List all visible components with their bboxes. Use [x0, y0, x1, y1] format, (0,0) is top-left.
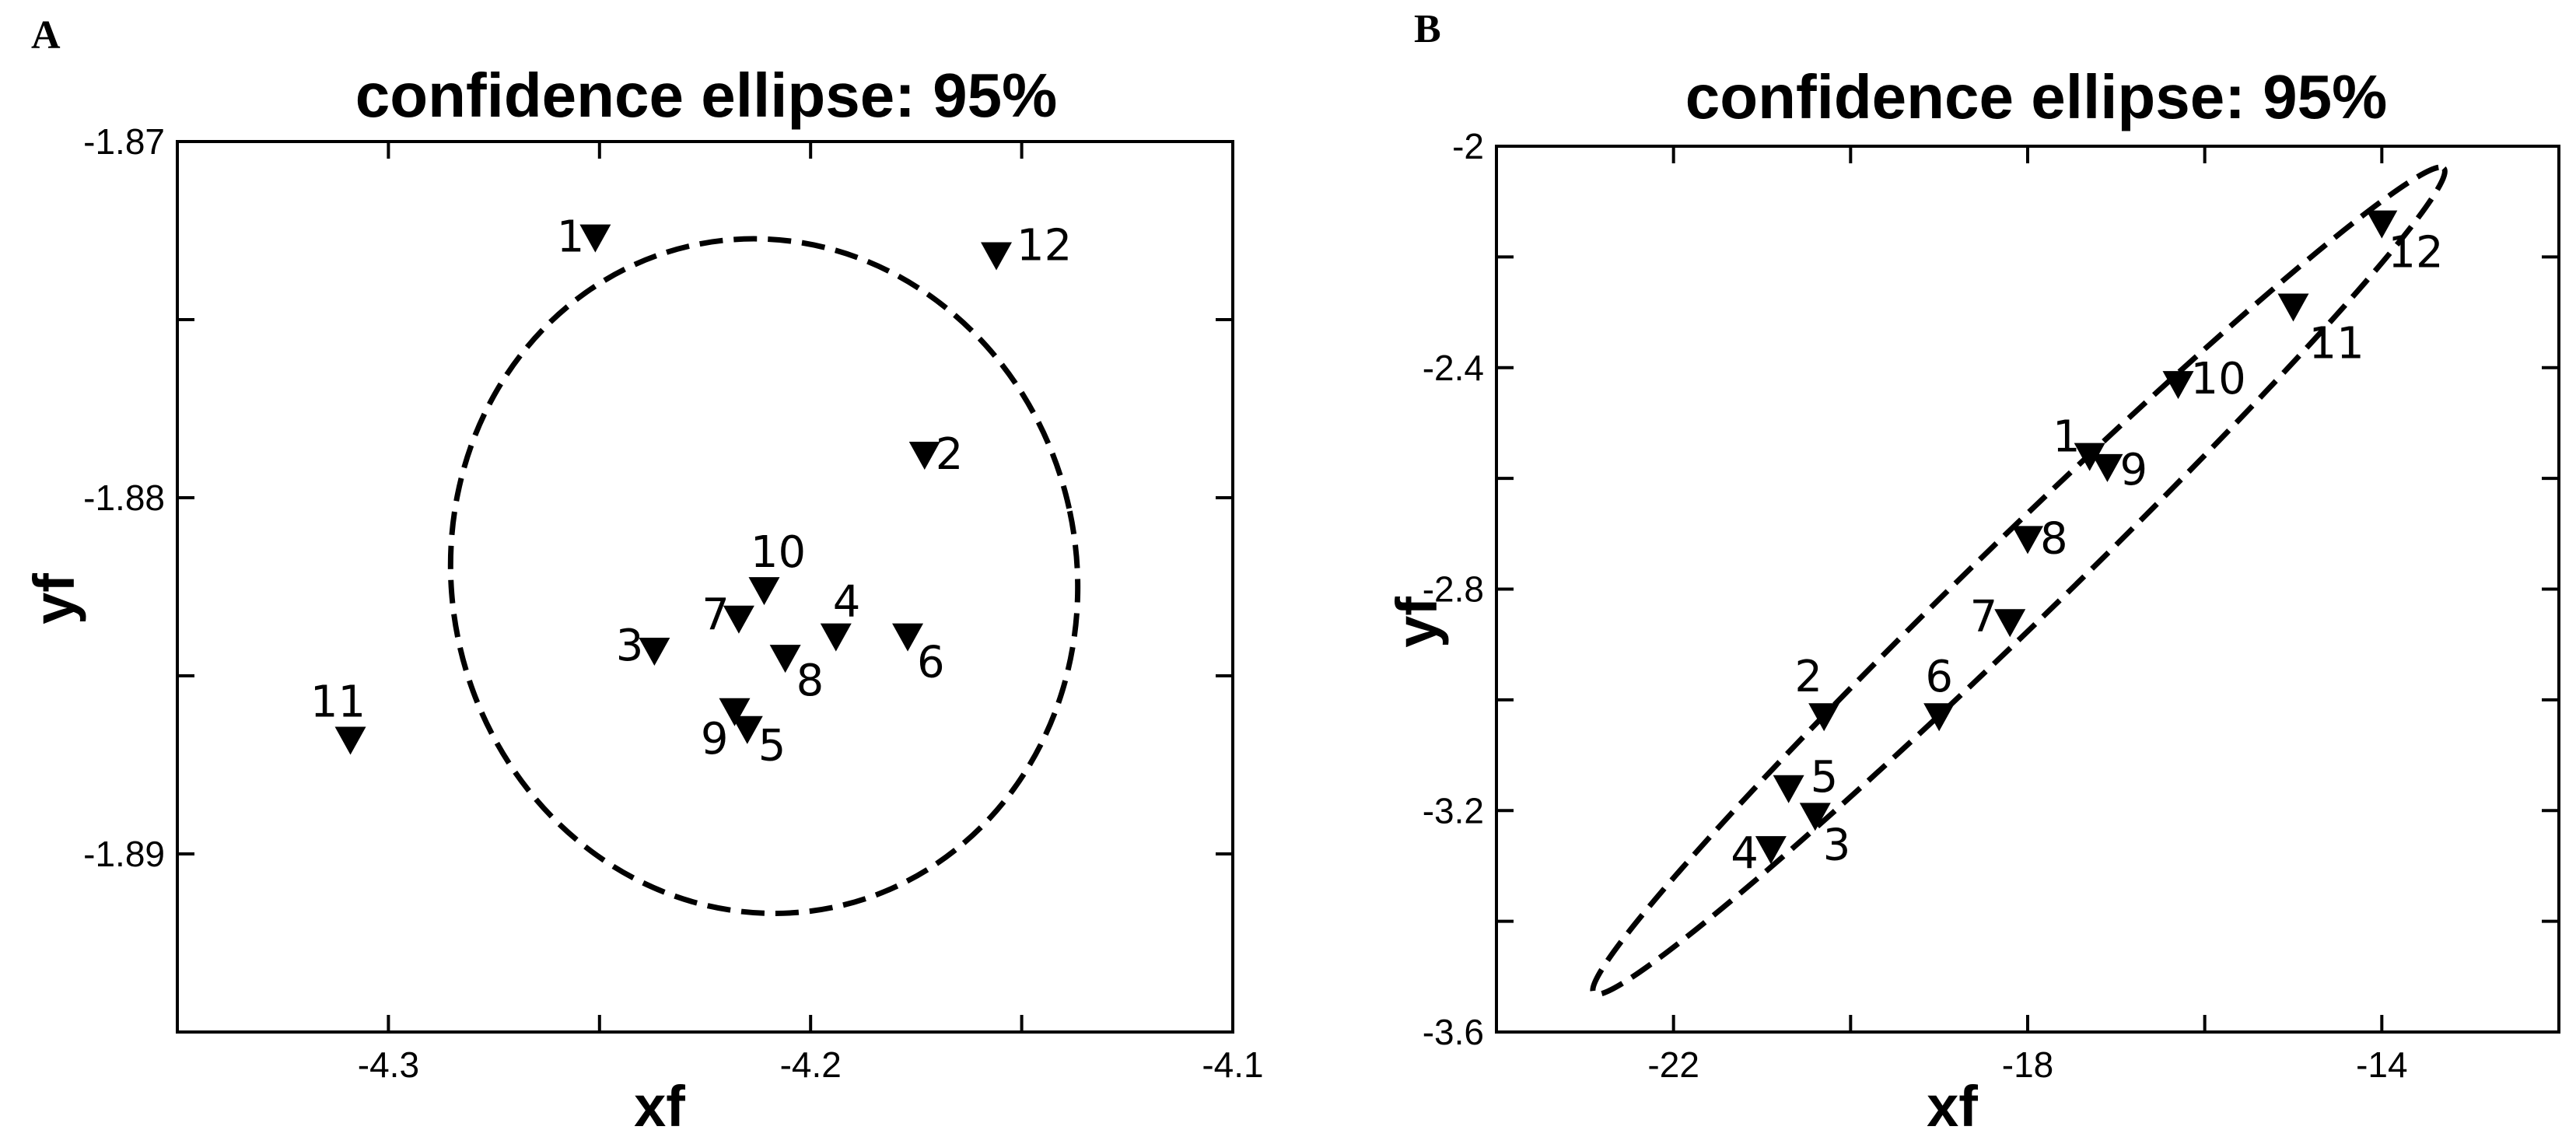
point-label-3: 3: [616, 621, 644, 671]
x-tick-label: -4.3: [358, 1044, 419, 1085]
y-tick-label: -2.8: [1423, 569, 1484, 610]
y-tick-label: -1.87: [83, 121, 165, 162]
x-tick-label: -22: [1647, 1044, 1699, 1085]
ticks-a: -4.3 -4.2 -4.1 -1.87 -1.88 -1.89: [83, 121, 1263, 1085]
data-point-5: [731, 715, 763, 744]
chart-title-b: confidence ellipse: 95%: [1685, 62, 2388, 131]
point-label-12: 12: [1017, 221, 1072, 271]
ticks-b: -22 -18 -14 -2 -2.4 -2.8 -3.2 -3.6: [1423, 126, 2559, 1085]
point-label-8: 8: [796, 656, 824, 706]
y-axis-label-a: yf: [22, 573, 86, 624]
data-point-1: [579, 224, 611, 253]
y-tick-label: -1.88: [83, 478, 165, 518]
data-point-10: [748, 577, 780, 606]
point-label-10: 10: [751, 527, 806, 578]
point-label-3: 3: [1823, 820, 1851, 870]
panel-b: B confidence ellipse: 95% xf yf -22 -18 -1…: [1384, 7, 2560, 1130]
data-point-7: [723, 605, 754, 634]
data-point-3: [639, 637, 670, 666]
data-point-5: [1773, 775, 1804, 803]
data-point-6: [892, 623, 924, 652]
point-label-9: 9: [701, 714, 729, 764]
point-label-6: 6: [1925, 652, 1953, 702]
panel-letter-b: B: [1414, 7, 1441, 51]
y-tick-label: -3.2: [1423, 790, 1484, 831]
ellipse-path: [1590, 164, 2448, 998]
confidence-ellipse-b: [1590, 164, 2448, 998]
point-label-2: 2: [936, 429, 964, 480]
x-axis-label-b: xf: [1927, 1074, 1978, 1130]
data-point-4: [820, 623, 852, 652]
y-tick-label: -1.89: [83, 834, 165, 874]
data-point-4: [1755, 836, 1787, 865]
data-point-1: [2074, 443, 2105, 471]
panel-a: A confidence ellipse: 95% xf yf -4.3 -4.2…: [22, 13, 1264, 1130]
x-tick-label: -4.1: [1202, 1044, 1263, 1085]
point-label-9: 9: [2119, 445, 2147, 495]
data-point-10: [2162, 371, 2194, 400]
data-point-12: [2366, 210, 2398, 239]
point-label-5: 5: [758, 721, 786, 771]
point-label-1: 1: [557, 212, 585, 263]
point-label-11: 11: [2309, 318, 2364, 369]
data-point-8: [2012, 526, 2043, 555]
x-tick-label: -14: [2356, 1044, 2407, 1085]
point-label-10: 10: [2191, 354, 2246, 404]
panel-letter-a: A: [31, 13, 61, 58]
point-label-4: 4: [833, 577, 861, 628]
point-label-4: 4: [1731, 828, 1759, 879]
data-point-2: [1808, 703, 1840, 732]
y-axis-label-b: yf: [1384, 596, 1449, 648]
y-tick-label: -2: [1452, 126, 1484, 166]
point-label-8: 8: [2040, 513, 2068, 564]
point-label-2: 2: [1794, 652, 1822, 702]
data-point-11: [334, 726, 366, 755]
y-tick-label: -2.4: [1423, 348, 1484, 388]
data-point-11: [2277, 293, 2309, 322]
x-axis-label-a: xf: [634, 1074, 685, 1130]
data-point-12: [981, 242, 1013, 271]
point-label-11: 11: [310, 677, 366, 727]
data-point-7: [1994, 609, 2026, 638]
point-label-7: 7: [1970, 592, 1998, 642]
data-point-9: [719, 698, 751, 726]
point-label-12: 12: [2388, 228, 2443, 278]
x-tick-label: -18: [2002, 1044, 2053, 1085]
data-point-3: [1799, 803, 1831, 831]
plot-frame-a: [176, 140, 1234, 1034]
point-label-5: 5: [1811, 752, 1839, 803]
x-tick-label: -4.2: [780, 1044, 842, 1085]
point-label-6: 6: [917, 638, 945, 688]
data-point-2: [908, 442, 940, 471]
point-label-1: 1: [2053, 412, 2081, 463]
data-point-9: [2091, 453, 2123, 482]
y-tick-label: -3.6: [1423, 1012, 1484, 1052]
data-point-6: [1923, 703, 1955, 732]
chart-title-a: confidence ellipse: 95%: [355, 61, 1058, 130]
data-point-8: [769, 645, 801, 673]
point-label-7: 7: [702, 590, 730, 641]
